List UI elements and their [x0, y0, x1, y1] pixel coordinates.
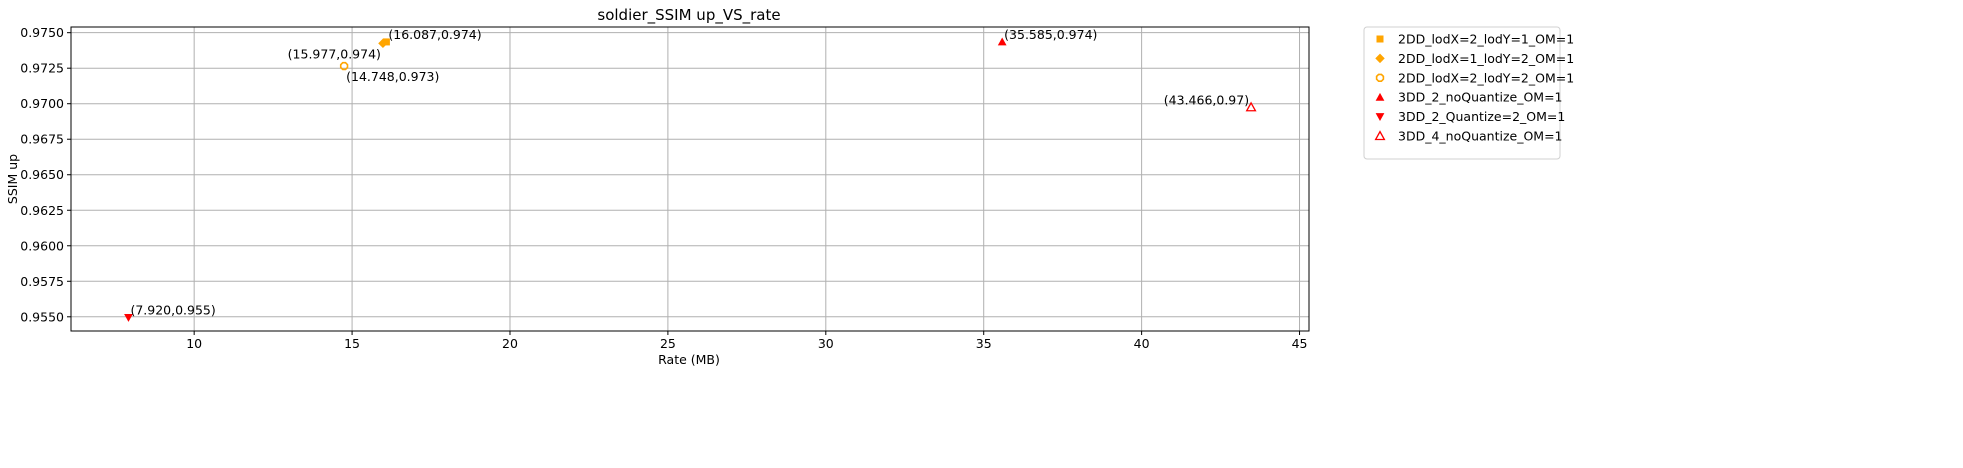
legend-marker [1375, 113, 1385, 121]
x-tick-label: 15 [344, 336, 360, 351]
legend-entry-label: 3DD_4_noQuantize_OM=1 [1398, 129, 1563, 144]
y-tick-label: 0.9675 [20, 132, 64, 147]
chart-title: soldier_SSIM up_VS_rate [597, 6, 780, 25]
legend: 2DD_lodX=2_lodY=1_OM=1 2DD_lodX=1_lodY=2_… [1363, 26, 1574, 160]
legend-entry-label: 2DD_lodX=2_lodY=2_OM=1 [1398, 70, 1574, 85]
data-annotations: (16.087,0.974) (15.977,0.974) (14.748,0.97… [130, 27, 1249, 318]
legend-entry-label: 2DD_lodX=1_lodY=2_OM=1 [1398, 51, 1574, 66]
data-label: (16.087,0.974) [388, 27, 481, 42]
y-tick-label: 0.9750 [20, 25, 64, 40]
legend-entry-label: 2DD_lodX=2_lodY=1_OM=1 [1398, 32, 1574, 47]
legend-marker [1375, 92, 1385, 101]
data-point [382, 38, 390, 46]
y-tick-label: 0.9575 [20, 274, 64, 289]
legend-marker [1375, 73, 1385, 82]
x-tick-label: 35 [976, 336, 992, 351]
data-label: (15.977,0.974) [288, 46, 381, 61]
data-point [997, 37, 1007, 46]
y-tick-label: 0.9600 [20, 238, 64, 253]
data-point [1245, 101, 1257, 112]
x-tick-label: 10 [186, 336, 202, 351]
axis-ticks: 10 15 20 25 30 35 40 45 0.9550 0.9575 0.9600 0.9625… [20, 25, 1307, 351]
x-axis-label: Rate (MB) [658, 352, 720, 367]
data-point [378, 38, 388, 49]
legend-marker [1375, 53, 1385, 64]
data-label: (7.920,0.955) [130, 303, 215, 318]
y-tick-label: 0.9700 [20, 96, 64, 111]
data-label: (35.585,0.974) [1004, 27, 1097, 42]
data-points [124, 37, 1257, 322]
y-tick-label: 0.9725 [20, 61, 64, 76]
data-label: (14.748,0.973) [346, 69, 439, 84]
data-label: (43.466,0.97) [1164, 92, 1249, 107]
y-tick-label: 0.9550 [20, 309, 64, 324]
x-tick-label: 20 [502, 336, 518, 351]
data-point [339, 61, 349, 71]
plot-area-frame [70, 26, 1310, 332]
legend-marker [1374, 130, 1386, 141]
data-point [124, 314, 133, 322]
legend-entry-label: 3DD_2_Quantize=2_OM=1 [1398, 109, 1565, 124]
legend-box [1363, 26, 1561, 160]
grid-lines [71, 27, 1309, 331]
x-tick-label: 45 [1292, 336, 1308, 351]
x-tick-label: 40 [1134, 336, 1150, 351]
y-tick-label: 0.9625 [20, 203, 64, 218]
y-tick-label: 0.9650 [20, 167, 64, 182]
x-tick-label: 30 [818, 336, 834, 351]
legend-marker [1376, 35, 1384, 43]
x-tick-label: 25 [660, 336, 676, 351]
legend-entry-label: 3DD_2_noQuantize_OM=1 [1398, 90, 1563, 105]
y-axis-label: SSIM up [5, 154, 20, 204]
